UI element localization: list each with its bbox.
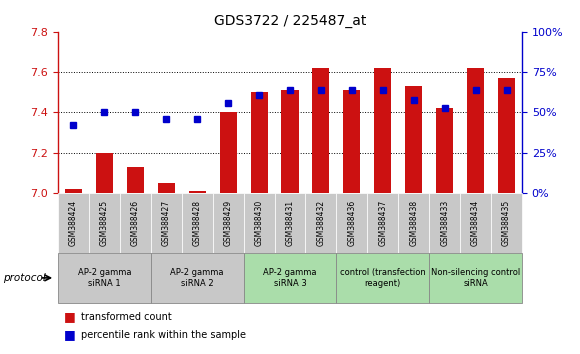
Bar: [436, 108, 453, 193]
Text: transformed count: transformed count: [81, 312, 172, 322]
Text: GSM388432: GSM388432: [317, 200, 325, 246]
Bar: [343, 90, 360, 193]
Text: percentile rank within the sample: percentile rank within the sample: [81, 330, 246, 339]
Text: GSM388427: GSM388427: [162, 200, 171, 246]
Text: GSM388436: GSM388436: [347, 200, 356, 246]
Text: GSM388426: GSM388426: [131, 200, 140, 246]
Text: control (transfection
reagent): control (transfection reagent): [340, 268, 426, 287]
Bar: [96, 153, 113, 193]
Text: ■: ■: [64, 310, 75, 323]
Text: Non-silencing control
siRNA: Non-silencing control siRNA: [431, 268, 520, 287]
Title: GDS3722 / 225487_at: GDS3722 / 225487_at: [214, 14, 366, 28]
Bar: [65, 189, 82, 193]
Text: ■: ■: [64, 328, 75, 341]
Text: GSM388435: GSM388435: [502, 200, 511, 246]
Text: AP-2 gamma
siRNA 2: AP-2 gamma siRNA 2: [171, 268, 224, 287]
Text: protocol: protocol: [3, 273, 46, 283]
Bar: [158, 183, 175, 193]
Text: GSM388438: GSM388438: [409, 200, 418, 246]
Bar: [220, 113, 237, 193]
Text: GSM388433: GSM388433: [440, 200, 449, 246]
Text: AP-2 gamma
siRNA 1: AP-2 gamma siRNA 1: [78, 268, 131, 287]
Bar: [188, 191, 206, 193]
Text: GSM388430: GSM388430: [255, 200, 263, 246]
Text: GSM388429: GSM388429: [224, 200, 233, 246]
Text: GSM388428: GSM388428: [193, 200, 202, 246]
Bar: [251, 92, 267, 193]
Text: GSM388424: GSM388424: [69, 200, 78, 246]
Text: GSM388431: GSM388431: [285, 200, 295, 246]
Text: AP-2 gamma
siRNA 3: AP-2 gamma siRNA 3: [263, 268, 317, 287]
Bar: [313, 68, 329, 193]
Text: GSM388437: GSM388437: [378, 200, 387, 246]
Text: GSM388434: GSM388434: [471, 200, 480, 246]
Bar: [374, 68, 392, 193]
Text: GSM388425: GSM388425: [100, 200, 109, 246]
Bar: [127, 167, 144, 193]
Bar: [498, 78, 515, 193]
Bar: [467, 68, 484, 193]
Bar: [281, 90, 299, 193]
Bar: [405, 86, 422, 193]
